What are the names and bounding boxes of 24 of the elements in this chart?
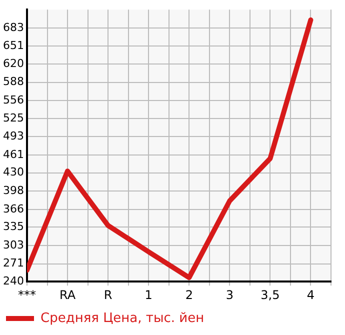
y-tick-label: 588 (2, 75, 24, 88)
y-tick-label: 556 (2, 94, 24, 107)
x-tick-label: R (104, 288, 112, 302)
y-tick-label: 525 (2, 111, 24, 124)
y-tick-label: 493 (2, 130, 24, 143)
y-tick-label: 335 (2, 220, 24, 234)
y-tick-label: 620 (2, 56, 24, 70)
y-tick-label: 651 (2, 39, 24, 52)
x-tick-label: *** (18, 288, 36, 302)
y-tick-label: 240 (2, 274, 24, 288)
y-tick-label: 303 (2, 238, 24, 252)
y-tick-label: 430 (2, 166, 24, 179)
x-tick-label: 2 (185, 288, 193, 302)
x-tick-label: 1 (144, 288, 152, 302)
x-tick-label: 4 (306, 288, 315, 302)
x-tick-label: RA (60, 288, 76, 302)
x-tick-label: 3,5 (260, 288, 280, 302)
y-tick-label: 271 (2, 256, 24, 270)
y-tick-label: 683 (2, 20, 24, 34)
y-tick-label: 366 (2, 202, 24, 216)
x-tick-label: 3 (226, 288, 234, 302)
legend-label: Средняя Цена, тыс. йен (40, 310, 204, 326)
y-tick-label: 398 (2, 184, 24, 197)
y-tick-label: 461 (2, 148, 24, 161)
